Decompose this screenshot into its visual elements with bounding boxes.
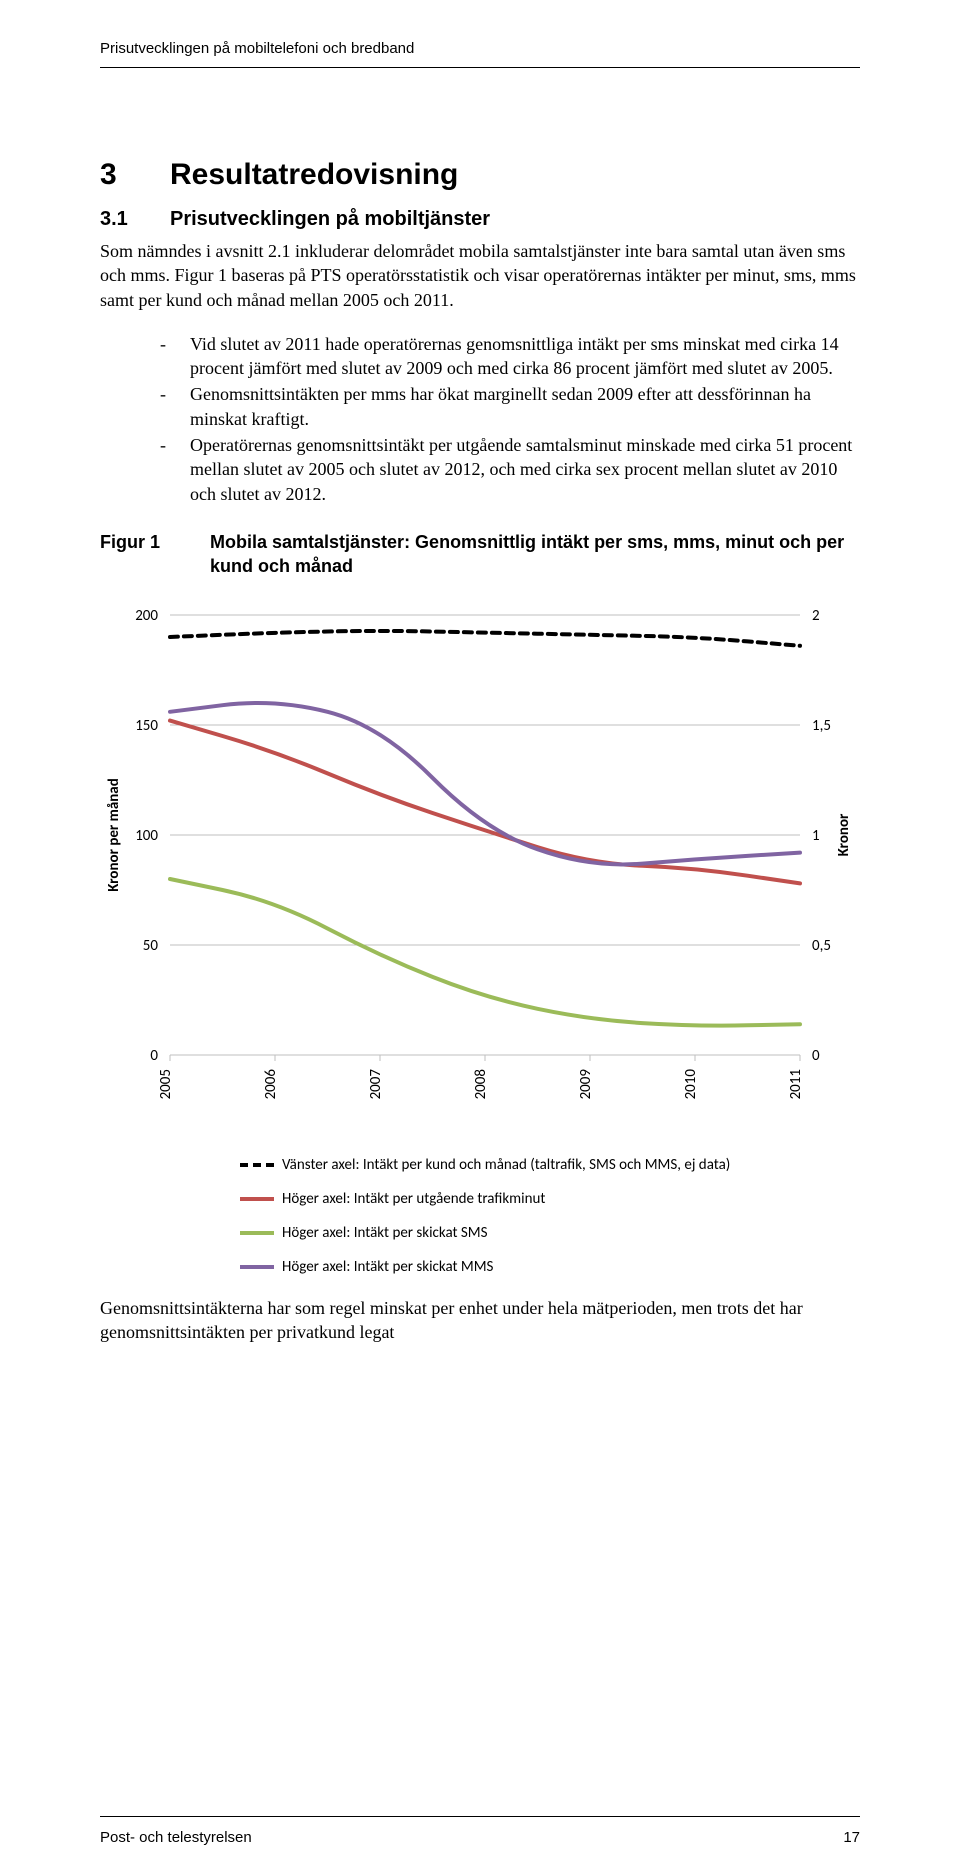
legend-item: Vänster axel: Intäkt per kund och månad … xyxy=(240,1156,860,1174)
figure-label: Figur 1 xyxy=(100,532,210,553)
svg-text:0: 0 xyxy=(812,1047,820,1065)
bullet-text: Genomsnittsintäkten per mms har ökat mar… xyxy=(190,382,860,431)
svg-text:2011: 2011 xyxy=(787,1069,805,1099)
legend-swatch xyxy=(240,1197,274,1201)
bullet-dash: - xyxy=(160,382,190,431)
bullet-dash: - xyxy=(160,433,190,506)
line-chart: 0 50 100 150 200 0 0,5 1 1,5 2 2005 2006 2007 2008 200… xyxy=(100,605,860,1125)
legend-text: Höger axel: Intäkt per skickat SMS xyxy=(282,1224,488,1242)
chart-legend: Vänster axel: Intäkt per kund och månad … xyxy=(240,1156,860,1276)
bullet-text: Operatörernas genomsnittsintäkt per utgå… xyxy=(190,433,860,506)
legend-item: Höger axel: Intäkt per utgående trafikmi… xyxy=(240,1190,860,1208)
svg-text:1,5: 1,5 xyxy=(812,717,831,735)
legend-text: Vänster axel: Intäkt per kund och månad … xyxy=(282,1156,730,1174)
svg-text:2005: 2005 xyxy=(157,1069,175,1099)
svg-text:0,5: 0,5 xyxy=(812,937,831,955)
legend-item: Höger axel: Intäkt per skickat SMS xyxy=(240,1224,860,1242)
bullet-dash: - xyxy=(160,332,190,381)
page-footer: Post- och telestyrelsen 17 xyxy=(100,1816,860,1846)
footer-rule xyxy=(100,1816,860,1817)
svg-text:Kronor: Kronor xyxy=(835,813,853,856)
figure-heading: Figur 1 Mobila samtalstjänster: Genomsni… xyxy=(100,530,860,579)
chart-container: 0 50 100 150 200 0 0,5 1 1,5 2 2005 2006 2007 2008 200… xyxy=(100,605,860,1276)
bullet-item: -Vid slutet av 2011 hade operatörernas g… xyxy=(160,332,860,381)
after-chart-paragraph: Genomsnittsintäkterna har som regel mins… xyxy=(100,1296,860,1345)
svg-text:2: 2 xyxy=(812,607,820,625)
legend-item: Höger axel: Intäkt per skickat MMS xyxy=(240,1258,860,1276)
bullet-text: Vid slutet av 2011 hade operatörernas ge… xyxy=(190,332,860,381)
footer-left: Post- och telestyrelsen xyxy=(100,1829,252,1846)
heading-1-num: 3 xyxy=(100,158,170,192)
svg-text:100: 100 xyxy=(135,827,158,845)
svg-text:1: 1 xyxy=(812,827,820,845)
legend-swatch xyxy=(240,1231,274,1235)
heading-2-num: 3.1 xyxy=(100,208,170,231)
bullet-item: -Operatörernas genomsnittsintäkt per utg… xyxy=(160,433,860,506)
svg-text:2009: 2009 xyxy=(577,1068,595,1099)
svg-text:2007: 2007 xyxy=(367,1068,385,1099)
bullet-item: -Genomsnittsintäkten per mms har ökat ma… xyxy=(160,382,860,431)
heading-1-text: Resultatredovisning xyxy=(170,158,458,192)
figure-caption: Mobila samtalstjänster: Genomsnittlig in… xyxy=(210,530,860,579)
heading-2-text: Prisutvecklingen på mobiltjänster xyxy=(170,208,490,231)
svg-text:50: 50 xyxy=(143,937,159,955)
svg-text:Kronor per månad: Kronor per månad xyxy=(105,778,123,892)
legend-text: Höger axel: Intäkt per skickat MMS xyxy=(282,1258,493,1276)
svg-text:0: 0 xyxy=(150,1047,158,1065)
svg-text:2008: 2008 xyxy=(472,1069,490,1099)
svg-text:200: 200 xyxy=(135,607,158,625)
legend-swatch xyxy=(240,1265,274,1269)
svg-text:150: 150 xyxy=(135,717,158,735)
heading-1: 3 Resultatredovisning xyxy=(100,158,860,192)
header-rule xyxy=(100,67,860,68)
svg-text:2010: 2010 xyxy=(682,1068,700,1099)
heading-2: 3.1 Prisutvecklingen på mobiltjänster xyxy=(100,208,860,231)
legend-text: Höger axel: Intäkt per utgående trafikmi… xyxy=(282,1190,545,1208)
footer-page-number: 17 xyxy=(843,1829,860,1846)
running-header: Prisutvecklingen på mobiltelefoni och br… xyxy=(100,40,860,57)
intro-paragraph: Som nämndes i avsnitt 2.1 inkluderar del… xyxy=(100,239,860,312)
legend-swatch xyxy=(240,1163,274,1167)
svg-text:2006: 2006 xyxy=(262,1068,280,1099)
bullet-list: -Vid slutet av 2011 hade operatörernas g… xyxy=(100,332,860,506)
